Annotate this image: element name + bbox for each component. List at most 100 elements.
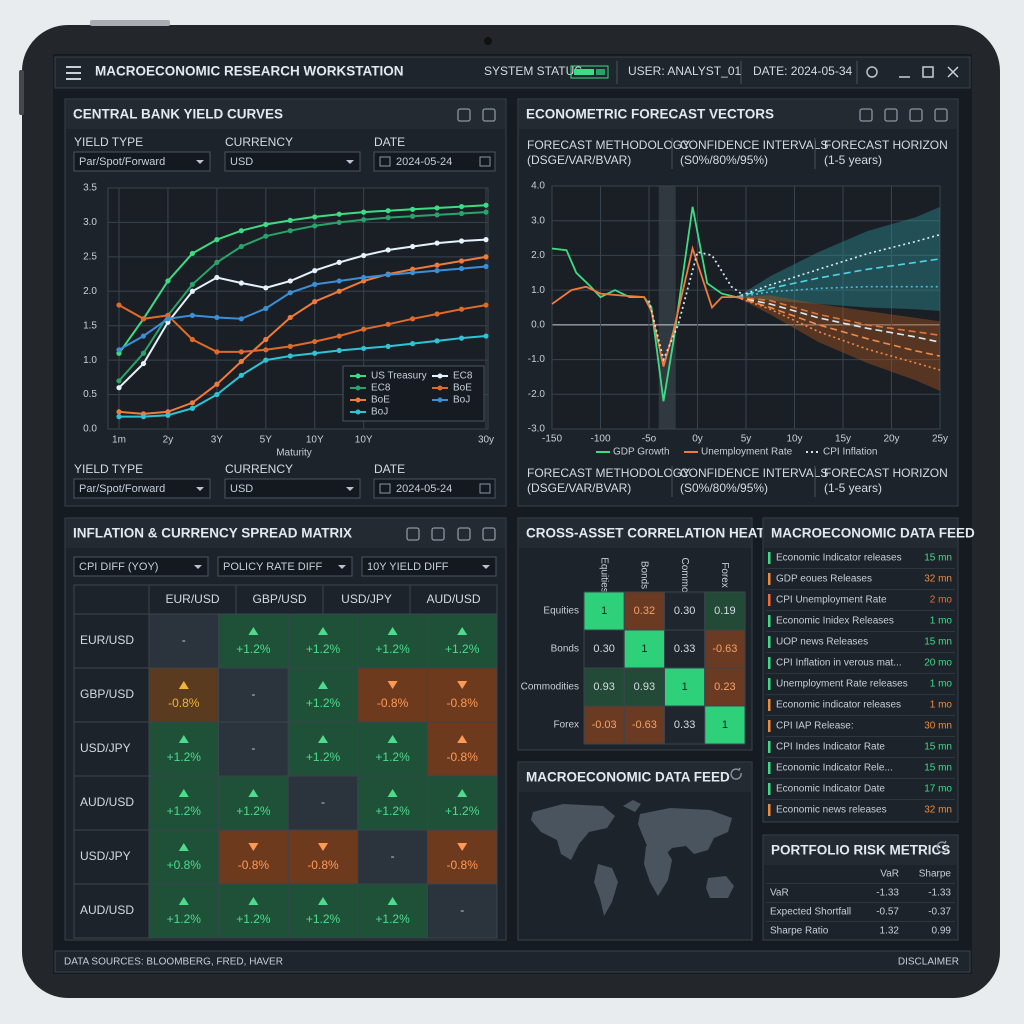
series-marker [238,358,244,365]
control-label: FORECAST METHODOLOGY [527,466,690,480]
y-tick-label: 0.0 [531,319,545,330]
dropdown[interactable] [73,151,211,172]
series-marker [410,341,416,347]
panel-icon[interactable] [909,108,923,122]
panel-icon[interactable] [457,108,471,122]
series-marker [189,400,195,406]
settings-icon[interactable] [866,66,878,78]
cell-value: 1.32 [880,926,900,937]
device-button [90,20,170,26]
heatmap-cell [704,591,746,631]
dropdown[interactable] [373,478,496,499]
series-marker [116,414,122,420]
matrix-cell [426,829,498,885]
y-tick-label: -1.0 [528,354,546,365]
legend-label: BoE [453,383,472,394]
x-tick-label: 10y [786,434,802,445]
panel-icon[interactable] [934,108,948,122]
close-icon[interactable] [947,66,959,78]
control-label: FORECAST HORIZON [824,466,948,480]
dropdown[interactable] [361,556,497,577]
panel-icon[interactable] [482,108,496,122]
calendar-icon [379,156,391,167]
shaded-region [658,186,676,429]
heatmap-cell [623,667,665,707]
series-marker [189,336,195,343]
column-header: AUD/USD [426,592,480,606]
panel-icon[interactable] [457,527,471,541]
series-marker [312,338,318,345]
dropdown[interactable] [224,151,361,172]
series-marker [165,412,171,418]
arrow-up [178,843,189,851]
series-marker [361,217,367,223]
series-marker [312,214,318,220]
cell-value: +1.2% [306,912,341,926]
matrix-cell [357,829,428,885]
panel-icon[interactable] [482,527,496,541]
panel-header [519,100,957,129]
x-tick-label: -5o [642,434,657,445]
row-header: USD/JPY [80,849,131,863]
feed-marker [768,657,771,669]
panel-icon[interactable] [431,527,445,541]
matrix-cell [148,721,220,777]
matrix-cell [357,667,428,723]
dropdown-value: POLICY RATE DIFF [223,561,323,573]
caret [194,565,202,569]
feed-time: 15 mn [924,742,952,753]
y-tick-label: 0.5 [83,389,97,400]
caret [346,487,354,491]
matrix-cell [426,721,498,777]
legend-swatch [437,373,443,379]
panel-icon[interactable] [884,108,898,122]
x-tick-label: -100 [590,434,610,445]
y-tick-label: 3.0 [83,217,97,228]
arrow-up [178,897,189,905]
series-line [118,304,487,353]
feed-time: 32 mn [924,805,952,816]
data-sources: DATA SOURCES: BLOOMBERG, FRED, HAVER [64,957,283,968]
control-label: CURRENCY [225,135,293,149]
legend-label: EC8 [453,371,473,382]
feed-time: 1 mo [930,700,953,711]
control-label: DATE [374,462,405,476]
disclaimer-link[interactable]: DISCLAIMER [898,957,959,968]
row-header-cell [73,613,150,669]
menu-icon[interactable] [66,72,81,74]
feed-marker [768,699,771,711]
menu-icon[interactable] [66,66,81,68]
refresh-icon[interactable] [936,840,948,853]
menu-icon[interactable] [66,78,81,80]
dropdown[interactable] [224,478,361,499]
refresh-icon[interactable] [730,767,742,780]
maximize-icon[interactable] [922,66,934,78]
y-tick-label: 1.0 [83,355,97,366]
feed-text: Unemployment Rate releases [776,679,908,690]
heatmap-cell [704,705,746,745]
series-marker [458,335,465,341]
column-label: Bonds [639,561,650,589]
feed-text: Economic Inidex Releases [776,616,894,627]
dropdown[interactable] [217,556,353,577]
confidence-band [736,206,940,311]
matrix-cell [287,667,359,723]
feed-text: CPI IAP Release: [776,721,854,732]
cell-value: - [182,633,186,647]
feed-time: 20 mo [924,658,952,669]
dropdown[interactable] [73,478,211,499]
feed-time: 32 mn [924,574,952,585]
status-indicator-fill [596,69,605,75]
series-marker [287,228,293,234]
feed-time: 1 mo [930,679,953,690]
y-tick-label: 2.0 [531,250,545,261]
panel-icon[interactable] [406,527,420,541]
panel-icon[interactable] [859,108,873,122]
y-tick-label: 3.0 [531,215,545,226]
cell-label: 0.33 [674,643,695,655]
series-marker [214,259,220,265]
dropdown[interactable] [373,151,496,172]
panel-header [66,100,505,129]
x-tick-label: -150 [542,434,562,445]
dropdown[interactable] [73,556,209,577]
